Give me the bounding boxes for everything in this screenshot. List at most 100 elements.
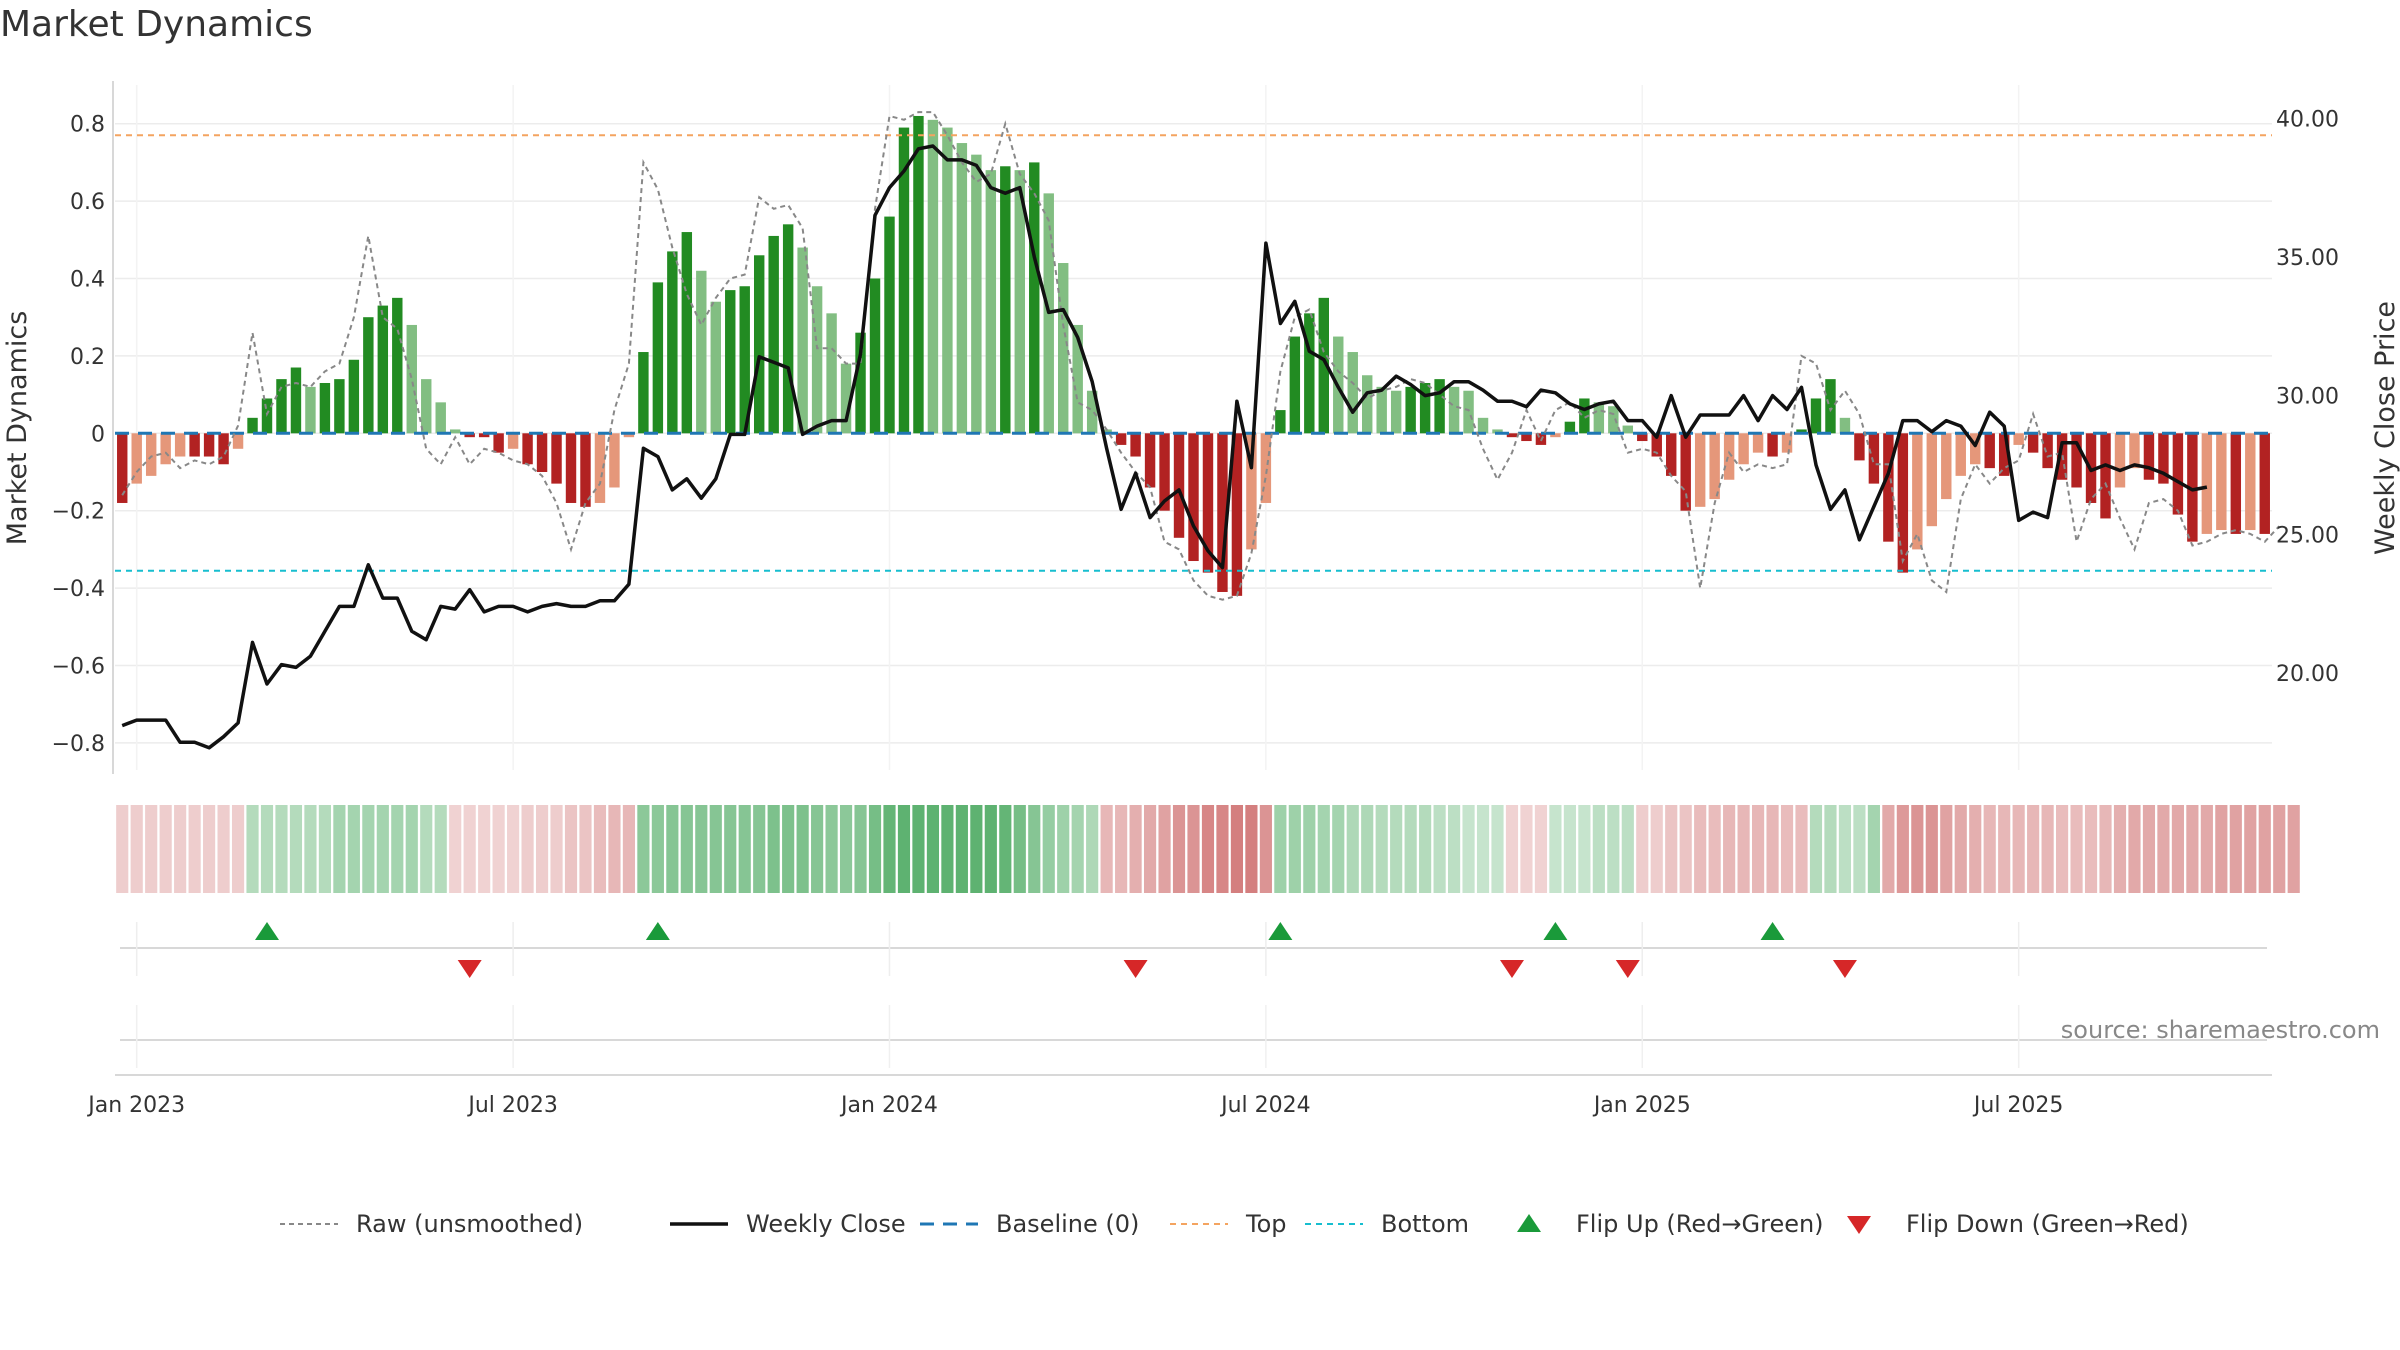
regime-cell [1172, 805, 1186, 893]
md-bar [1926, 433, 1938, 527]
regime-cell [1245, 805, 1258, 893]
md-bar [1086, 390, 1098, 434]
md-bar [782, 224, 794, 434]
regime-cell [1621, 805, 1634, 893]
regime-cell [463, 805, 476, 893]
regime-cell [955, 805, 968, 893]
regime-cell [1317, 805, 1330, 893]
md-bar [478, 433, 490, 438]
md-bar [753, 255, 765, 434]
md-bar [2187, 433, 2198, 542]
reference-lines [115, 134, 2272, 572]
regime-cell [753, 805, 766, 893]
legend-label: Top [1245, 1210, 1287, 1238]
y-tick-label: 0.4 [70, 268, 105, 293]
regime-cell [1766, 805, 1779, 893]
regime-cell [2186, 805, 2199, 893]
regime-cell [1259, 805, 1272, 893]
legend-item-flipdown: Flip Down (Green→Red) [1847, 1210, 2189, 1238]
md-bar [1115, 433, 1127, 445]
regime-cell [1592, 805, 1605, 893]
md-bar [2042, 433, 2053, 469]
x-tick-label: Jul 2024 [1219, 1093, 1311, 1118]
md-bar [1767, 433, 1778, 457]
regime-cell [535, 805, 549, 893]
md-bar [145, 433, 157, 476]
regime-cell [1100, 805, 1113, 893]
y2-tick-label: 20.00 [2276, 662, 2339, 687]
regime-cell [1129, 805, 1142, 893]
regime-cell [593, 805, 607, 893]
md-bar [421, 379, 432, 434]
regime-cell [1476, 805, 1490, 893]
md-bar [2172, 433, 2184, 515]
md-bar [174, 433, 186, 457]
regime-cell [507, 805, 520, 893]
md-bar [131, 433, 142, 484]
regime-cell [1795, 805, 1808, 893]
series-lines [121, 111, 2280, 750]
regime-cell [1013, 805, 1026, 893]
regime-cell [1230, 805, 1244, 893]
flip-down-marker [457, 960, 482, 978]
md-bar [739, 286, 750, 434]
regime-cell [2012, 805, 2025, 893]
regime-cell [2084, 805, 2098, 893]
regime-cell [2171, 805, 2184, 893]
md-bar [2158, 433, 2169, 484]
regime-cell [1954, 805, 1967, 893]
regime-cell [738, 805, 751, 893]
regime-cell [362, 805, 375, 893]
regime-cell [260, 805, 274, 893]
regime-cell [1563, 805, 1576, 893]
regime-cell [2258, 805, 2271, 893]
regime-cell [289, 805, 303, 893]
regime-cell [1143, 805, 1157, 893]
md-bar [594, 433, 606, 503]
regime-cell [130, 805, 143, 893]
md-bar [1159, 433, 1170, 511]
md-bar [985, 170, 997, 434]
md-bar [435, 402, 446, 434]
regime-cell [868, 805, 882, 893]
regime-cell [492, 805, 505, 893]
regime-cell [2273, 805, 2286, 893]
y2-tick-label: 25.00 [2276, 523, 2339, 548]
md-bar [232, 433, 244, 449]
regime-cell [1288, 805, 1301, 893]
flip-up-marker [1268, 922, 1293, 940]
md-bar [1362, 375, 1373, 434]
regime-cell [174, 805, 187, 893]
md-bar [797, 247, 808, 434]
md-bar [1781, 433, 1793, 453]
regime-cell [622, 805, 635, 893]
market-dynamics-bars [117, 115, 2270, 596]
x-tick-label: Jan 2024 [839, 1093, 938, 1118]
regime-cell [1419, 805, 1432, 893]
md-bar [160, 433, 171, 465]
md-bar [117, 433, 128, 503]
regime-cell [1911, 805, 1924, 893]
regime-cell [2229, 805, 2242, 893]
chart-title: Market Dynamics [0, 4, 313, 45]
legend-label: Weekly Close [746, 1210, 906, 1238]
md-bar [247, 417, 258, 434]
regime-cell [2128, 805, 2141, 893]
md-bar [913, 115, 924, 434]
regime-cell [796, 805, 809, 893]
regime-cell [1361, 805, 1374, 893]
regime-cell [883, 805, 896, 893]
regime-cell [1983, 805, 1996, 893]
regime-cell [1549, 805, 1562, 893]
regime-cell [333, 805, 346, 893]
md-bar [1998, 433, 2010, 476]
regime-cell [579, 805, 592, 893]
md-bar [319, 382, 331, 434]
regime-cell [231, 805, 245, 893]
md-bar [2245, 433, 2256, 531]
md-bar [2129, 433, 2140, 469]
regime-cell [608, 805, 621, 893]
regime-cell [1332, 805, 1345, 893]
md-bar [1550, 433, 1561, 438]
md-bar [1883, 433, 1894, 542]
